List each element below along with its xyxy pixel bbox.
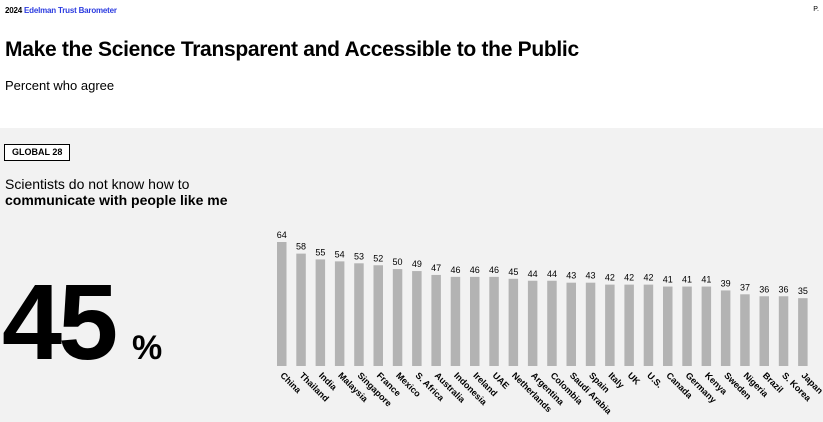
bar-ireland [470,276,480,366]
bar-value-label: 64 [277,230,287,240]
bar-value-label: 44 [547,269,557,279]
page-subtitle: Percent who agree [5,78,115,93]
bar-japan [798,298,808,366]
brand-name: Edelman Trust Barometer [24,6,117,15]
global-percent-sign: % [132,329,163,367]
bar-value-label: 50 [393,257,403,267]
bar-value-label: 46 [450,265,460,275]
bar-uk [624,284,634,366]
bar-value-label: 43 [586,271,596,281]
bar-value-label: 43 [566,271,576,281]
bar-indonesia [450,276,461,366]
bar-value-label: 54 [335,249,345,259]
bar-malaysia [334,261,345,366]
bar-uae [489,276,499,366]
bar-canada [663,286,673,366]
category-label: UK [626,370,643,387]
bar-kenya [701,286,712,366]
bar-value-label: 41 [701,275,711,285]
bar-italy [605,284,615,366]
bar-singapore [354,263,364,366]
bar-value-label: 49 [412,259,422,269]
bar-value-label: 36 [759,284,769,294]
bar-sweden [720,290,731,366]
global-badge: GLOBAL 28 [4,144,71,161]
bar-value-label: 44 [528,269,538,279]
bar-value-label: 45 [508,267,518,277]
chart-panel [0,128,823,422]
bar-india [315,259,326,366]
bar-value-label: 41 [682,275,692,285]
bar-spain [585,282,596,366]
bar-value-label: 37 [740,282,750,292]
bar-u-s- [643,284,654,366]
bar-value-label: 53 [354,251,364,261]
bar-value-label: 41 [663,275,673,285]
bar-value-label: 52 [373,253,383,263]
bar-china [277,242,287,366]
page-marker: P. [813,6,819,13]
bar-value-label: 42 [624,273,634,283]
bar-value-label: 55 [315,247,325,257]
bar-value-label: 47 [431,263,441,273]
bar-s-africa [412,271,422,366]
bar-value-label: 42 [643,273,653,283]
bar-value-label: 42 [605,273,615,283]
page-title: Make the Science Transparent and Accessi… [5,38,579,61]
bar-colombia [547,280,557,366]
bar-argentina [527,280,538,366]
bar-thailand [296,253,306,366]
bar-value-label: 35 [798,286,808,296]
bar-netherlands [508,278,519,366]
statement-line-2: communicate with people like me [5,192,228,208]
bar-germany [682,286,692,366]
bar-s-korea [778,296,789,366]
statement-line-1: Scientists do not know how to [5,176,190,192]
bar-nigeria [740,294,750,366]
bar-brazil [759,296,769,366]
bar-australia [431,274,441,366]
bar-value-label: 39 [721,278,731,288]
bar-saudi-arabia [566,282,576,366]
bar-value-label: 36 [779,284,789,294]
bar-value-label: 46 [489,265,499,275]
global-value: 45 [2,261,118,382]
category-label: U.S. [645,370,664,389]
bar-value-label: 58 [296,242,306,252]
report-year: 2024 [5,6,22,15]
report-brand: 2024 Edelman Trust Barometer [5,6,117,15]
bar-mexico [392,269,403,366]
bar-value-label: 46 [470,265,480,275]
bar-france [373,265,383,366]
